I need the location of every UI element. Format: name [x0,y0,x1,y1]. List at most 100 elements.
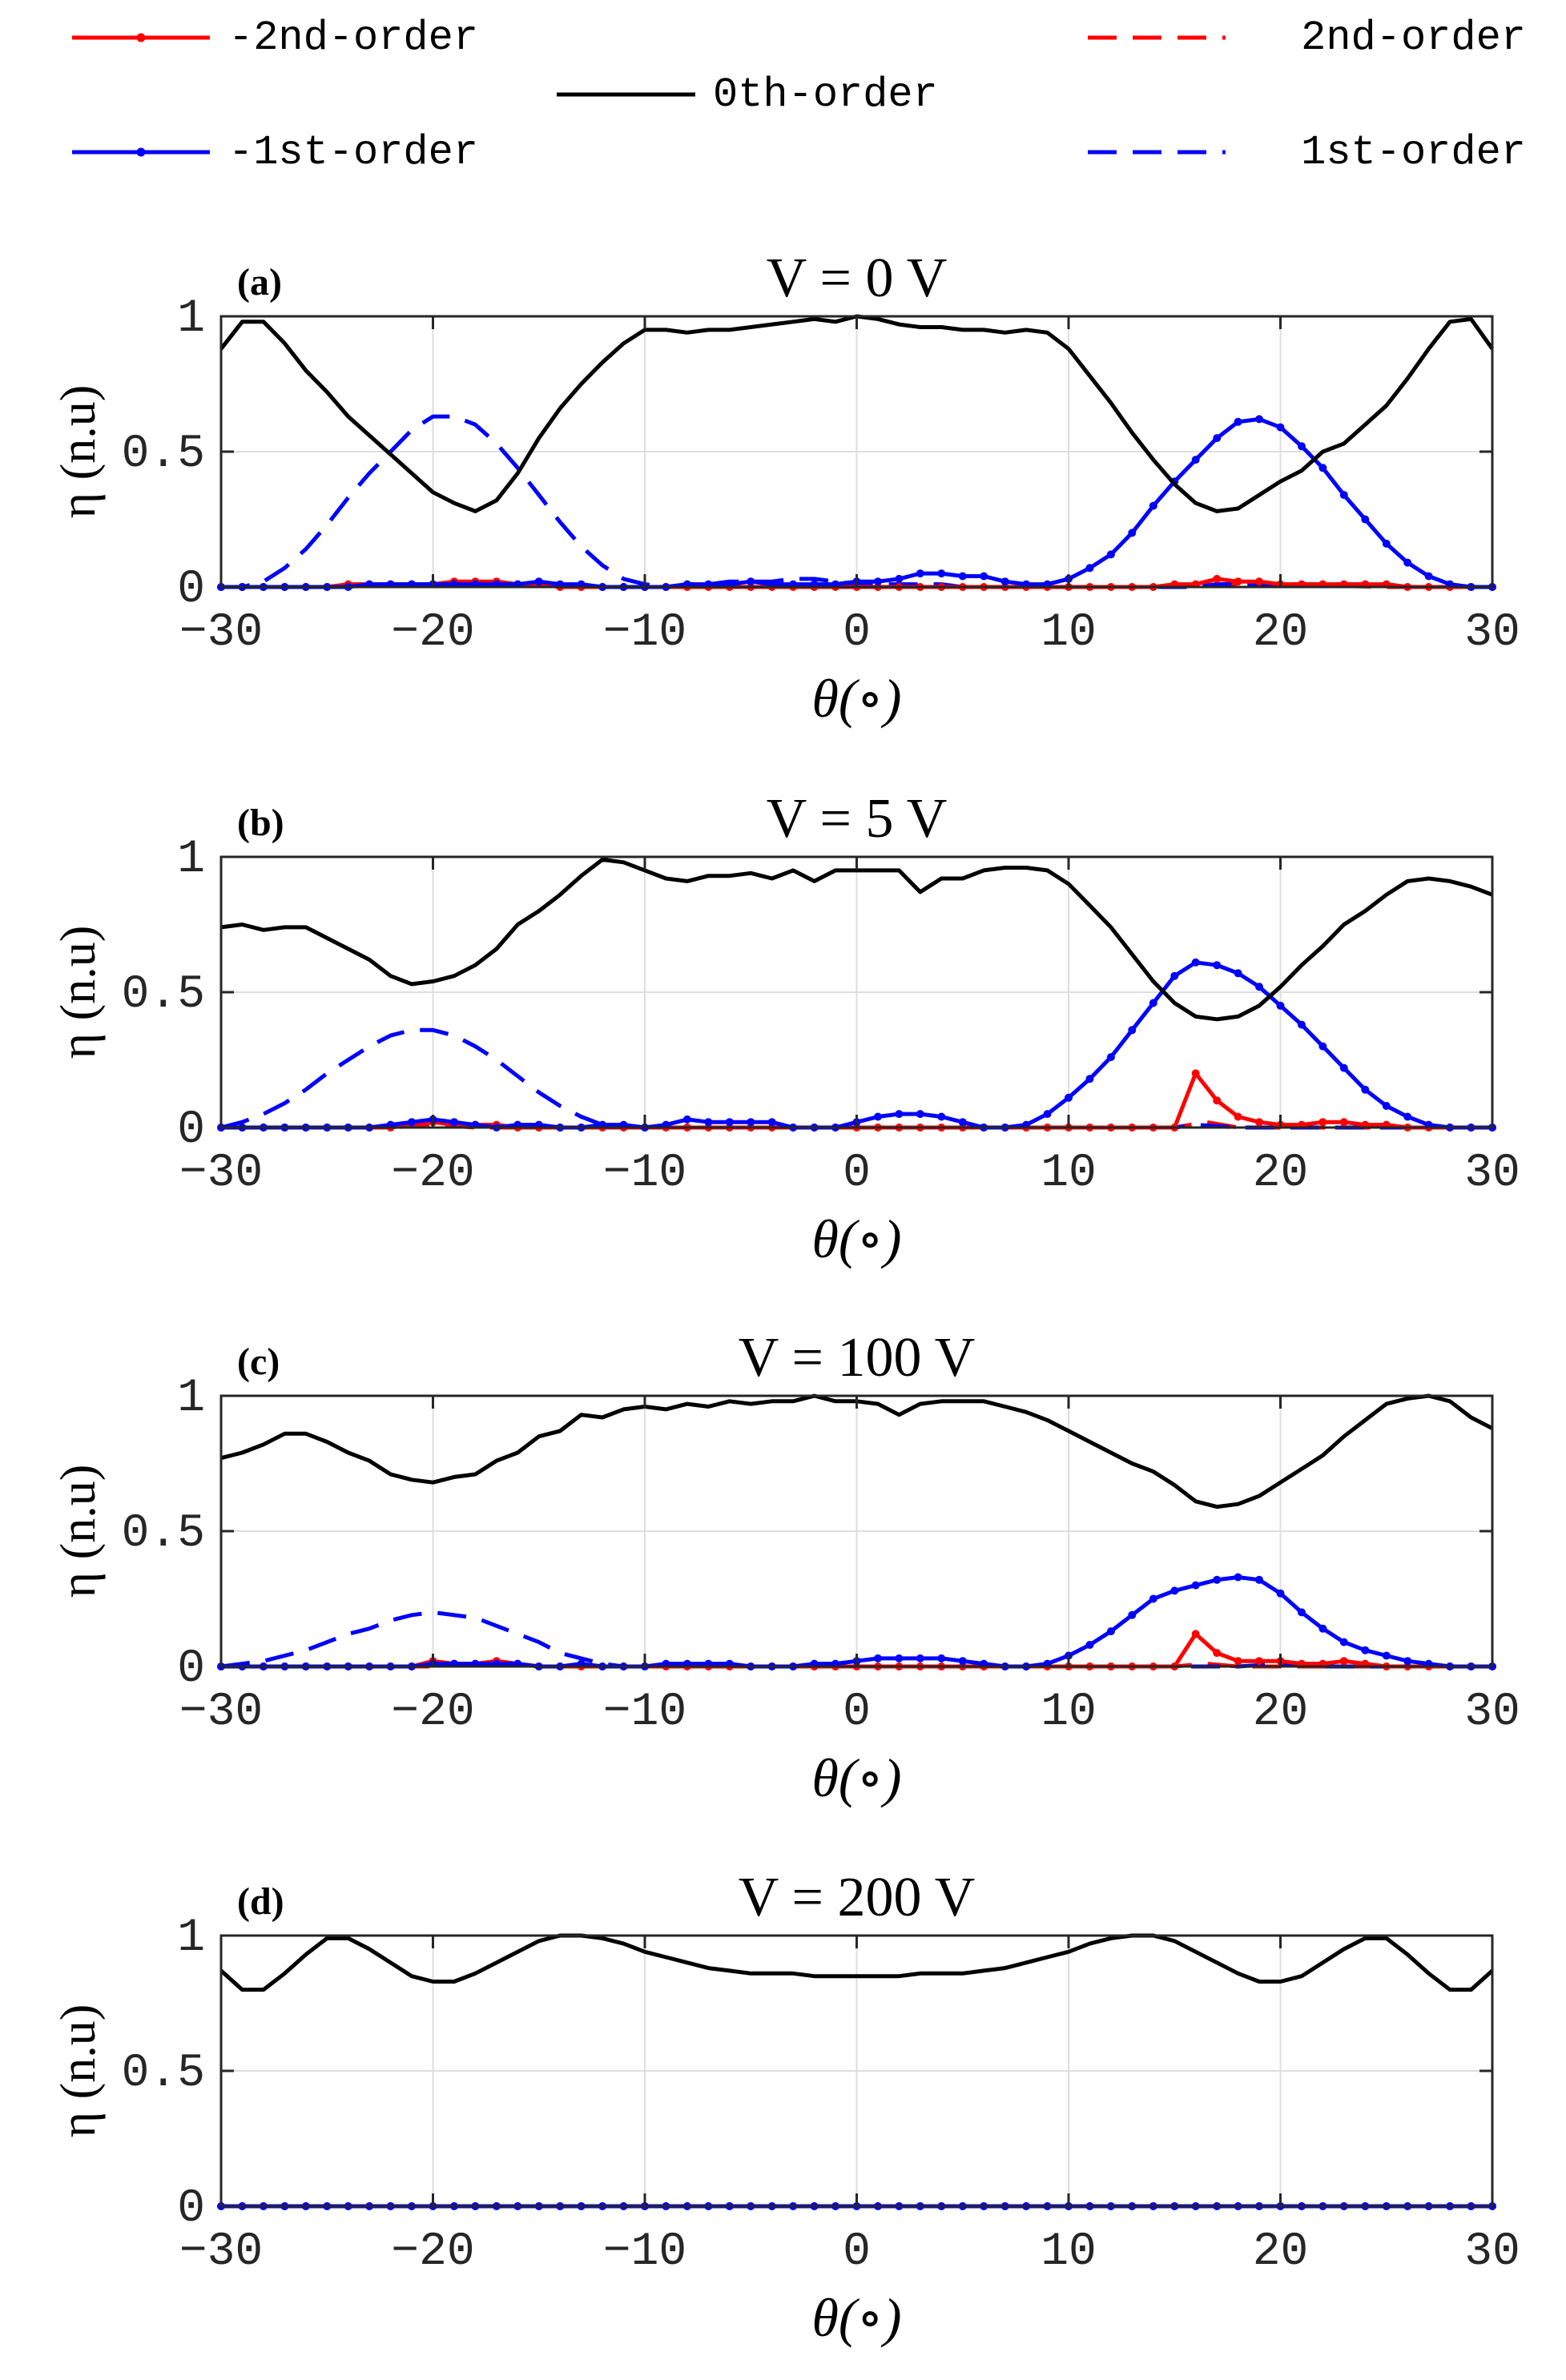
panel-title: V = 200 V [739,1867,976,1928]
series-line-p1 [220,1610,1492,1669]
data-point-m1 [1424,572,1433,581]
x-tick-label: 30 [1464,2226,1520,2278]
data-point-m1 [1298,1020,1306,1029]
data-point-m1 [1403,1657,1412,1666]
series-line-z0 [219,1933,1494,1992]
data-point-m1 [704,1118,713,1127]
data-point-m1 [895,1654,904,1662]
data-point-m1 [747,1118,755,1127]
y-tick-label: 0.5 [122,2048,205,2100]
data-point-m2 [1318,1118,1327,1127]
y-tick-label: 0 [177,1104,205,1156]
data-point-m1 [725,1118,734,1127]
data-point-m1 [1213,1575,1222,1584]
data-point-m1 [1403,1112,1412,1121]
x-tick-label: −30 [179,2226,263,2278]
data-point-m2 [1339,1118,1348,1127]
data-point-m1 [980,572,988,581]
panel-title: V = 5 V [767,788,948,850]
data-point-m1 [1298,442,1306,451]
data-point-m1 [958,572,967,581]
x-axis-label: θ(∘) [811,1747,901,1808]
data-point-m1 [937,1654,946,1662]
data-point-m1 [1191,958,1200,967]
series-p1 [220,1610,1492,1669]
panel-tag: (d) [237,1880,284,1923]
x-tick-label: −30 [179,1148,263,1200]
x-tick-label: 10 [1041,1148,1097,1200]
data-point-m1 [1276,1589,1285,1598]
legend-entry-z0: 0th-order [557,71,938,119]
data-point-m1 [1106,1627,1115,1636]
data-point-m1 [1191,1581,1200,1590]
data-point-m1 [958,1657,967,1666]
series-z0 [220,857,1493,1022]
data-point-m1 [1298,1608,1306,1617]
data-point-m1 [1361,1646,1370,1654]
x-axis-label: θ(∘) [811,1208,901,1269]
data-point-m1 [767,1118,776,1127]
data-point-m2 [1255,1118,1263,1127]
legend-entry-p2: 2nd-order [1088,14,1526,62]
data-point-m1 [874,1654,882,1662]
data-point-m1 [534,577,543,586]
legend-label-m1: -1st-order [228,129,478,176]
data-point-m1 [450,1118,458,1127]
x-tick-label: −10 [603,2226,686,2278]
data-point-m1 [1170,1586,1179,1595]
x-tick-label: 0 [843,1148,871,1200]
y-tick-label: 0.5 [122,428,205,480]
x-tick-label: −10 [603,1687,686,1739]
data-point-m1 [1382,539,1391,548]
panel-title: V = 100 V [739,1327,976,1389]
panel-a: −30 −20 −10 0 10 20 30 0 0.5 1 (a) V = 0 V θ(∘) η (n.… [51,247,1520,729]
data-point-m1 [1234,417,1242,426]
data-point-m1 [1403,558,1412,567]
y-tick-label: 0 [177,2183,205,2235]
data-point-m1 [1339,1638,1348,1646]
legend-label-m2: -2nd-order [228,14,478,62]
y-axis-label: η (n.u) [51,2004,106,2138]
x-tick-label: 20 [1253,607,1309,659]
y-axis-label: η (n.u) [51,1465,106,1598]
data-point-m1 [895,574,904,583]
data-point-m1 [682,1115,691,1124]
y-tick-label: 1 [177,834,205,886]
legend-marker-m2 [136,33,146,42]
x-axis-label: θ(∘) [811,2287,901,2348]
data-point-m1 [1318,1624,1327,1633]
x-tick-label: 10 [1041,2226,1097,2278]
data-point-m1 [874,577,882,586]
x-tick-label: −20 [391,2226,474,2278]
data-point-m1 [1149,1594,1157,1603]
data-point-m2 [1255,577,1263,586]
legend-entry-m2: -2nd-order [72,14,478,62]
data-point-m1 [916,1654,924,1662]
panel-tag: (b) [237,802,284,844]
x-axis-label: θ(∘) [811,668,901,729]
data-point-m1 [1043,1110,1052,1119]
y-tick-label: 0.5 [122,1508,205,1560]
data-point-m1 [1361,1085,1370,1094]
legend-entry-p1: 1st-order [1088,129,1526,176]
y-tick-label: 0 [177,1643,205,1695]
series-z0 [219,1933,1494,1992]
legend-entry-m1: -1st-order [72,129,478,176]
legend-label-z0: 0th-order [713,71,938,119]
data-point-m1 [1106,1053,1115,1062]
data-point-m1 [408,1118,416,1127]
x-tick-label: 30 [1464,1148,1520,1200]
data-point-m1 [895,1110,904,1119]
y-axis-label: η (n.u) [51,926,106,1059]
data-point-m2 [1213,574,1222,583]
data-point-m1 [1191,456,1200,464]
data-point-m1 [1085,1641,1094,1649]
data-point-m1 [1382,1102,1391,1110]
data-point-m1 [1085,564,1094,573]
x-tick-label: 30 [1464,607,1520,659]
data-point-m1 [1255,983,1263,991]
data-point-m1 [1339,1063,1348,1072]
data-point-m1 [1255,1575,1263,1584]
